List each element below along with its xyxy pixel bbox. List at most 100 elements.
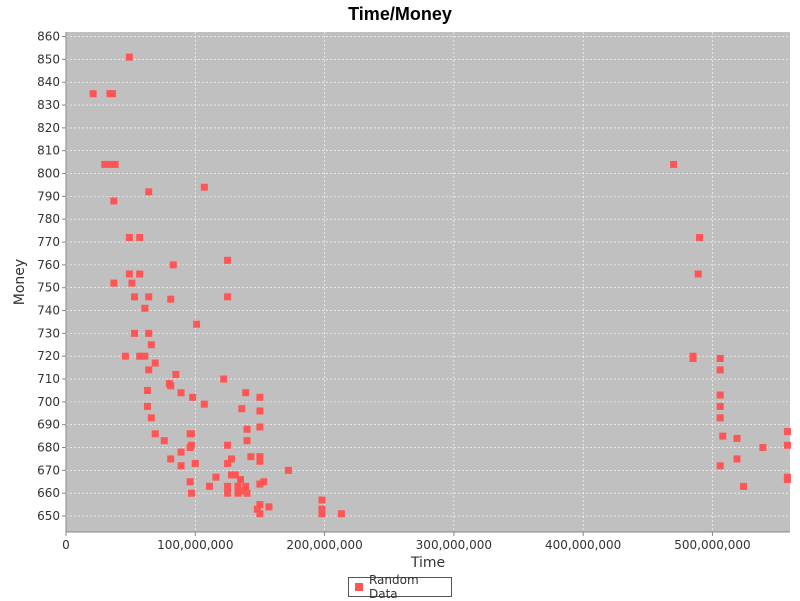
data-point [719, 432, 727, 440]
y-tick-label: 740 [37, 304, 60, 318]
data-point [318, 496, 326, 504]
data-point [125, 53, 133, 61]
data-point [284, 466, 292, 474]
data-point [227, 455, 235, 463]
data-point [256, 457, 264, 465]
data-point [237, 475, 245, 483]
x-tick-label: 0 [62, 538, 70, 552]
data-point [187, 489, 195, 497]
legend: Random Data [348, 573, 452, 601]
data-point [670, 160, 678, 168]
data-point [143, 402, 151, 410]
data-point [145, 293, 153, 301]
y-tick-label: 670 [37, 463, 60, 477]
data-point [694, 270, 702, 278]
data-point [238, 405, 246, 413]
data-point [696, 233, 703, 241]
data-point [318, 505, 326, 513]
data-point [220, 375, 228, 383]
data-point [200, 400, 208, 408]
y-tick-label: 700 [37, 395, 60, 409]
data-point [224, 482, 232, 490]
data-point [260, 478, 268, 486]
data-point [783, 428, 791, 436]
data-point [143, 386, 151, 394]
data-point [224, 441, 232, 449]
data-point [783, 475, 791, 483]
data-point [256, 423, 264, 431]
data-point [177, 448, 185, 456]
data-point [243, 437, 251, 445]
data-point [147, 414, 155, 422]
data-point [224, 489, 232, 497]
y-tick-label: 730 [37, 326, 60, 340]
x-tick-label: 200,000,000 [286, 538, 362, 552]
data-point [131, 329, 139, 337]
data-point [106, 160, 114, 168]
data-point [167, 382, 175, 390]
data-point [242, 482, 250, 490]
data-point [193, 320, 201, 328]
data-point [101, 160, 109, 168]
y-tick-label: 650 [37, 509, 60, 523]
data-point [224, 293, 232, 301]
data-point [716, 462, 724, 470]
data-point [716, 391, 724, 399]
data-point [256, 407, 264, 415]
legend-label: Random Data [368, 573, 419, 601]
data-point [231, 471, 239, 479]
data-point [177, 462, 185, 470]
data-point [151, 359, 159, 367]
y-tick-label: 800 [37, 167, 60, 181]
data-point [111, 160, 119, 168]
data-point [256, 480, 264, 488]
data-point [191, 460, 199, 468]
data-point [141, 352, 149, 360]
y-tick-label: 760 [37, 258, 60, 272]
chart-title: Time/Money [348, 4, 452, 24]
data-point [177, 389, 185, 397]
data-point [136, 352, 144, 360]
data-point [109, 90, 117, 98]
y-tick-label: 810 [37, 144, 60, 158]
y-tick-label: 780 [37, 212, 60, 226]
y-tick-label: 680 [37, 441, 60, 455]
legend-swatch-icon [355, 583, 363, 591]
data-point [733, 434, 741, 442]
data-point [247, 453, 255, 461]
plot-area [66, 32, 790, 532]
data-point [716, 354, 724, 362]
data-point [253, 505, 261, 513]
data-point [187, 430, 195, 438]
axes: 650 660 670 680 690 700 710 720 730 740 750 760 770 7… [37, 30, 790, 552]
y-tick-label: 770 [37, 235, 60, 249]
data-point [167, 295, 175, 303]
data-points [89, 53, 791, 518]
x-tick-label: 100,000,000 [157, 538, 233, 552]
data-point [110, 279, 118, 287]
data-point [239, 487, 247, 495]
data-point [256, 501, 264, 509]
y-tick-label: 660 [37, 486, 60, 500]
data-point [160, 437, 168, 445]
data-point [145, 366, 153, 374]
data-point [739, 482, 747, 490]
data-point [136, 233, 144, 241]
data-point [125, 233, 133, 241]
data-point [206, 482, 214, 490]
data-point [224, 460, 232, 468]
data-point [169, 261, 177, 269]
data-point [759, 444, 767, 452]
data-point [121, 352, 129, 360]
data-point [172, 370, 180, 378]
data-point [189, 393, 197, 401]
data-point [187, 441, 195, 449]
data-point [141, 304, 149, 312]
data-point [167, 455, 175, 463]
y-tick-label: 840 [37, 75, 60, 89]
data-point [151, 430, 159, 438]
data-point [256, 393, 264, 401]
y-tick-label: 720 [37, 349, 60, 363]
x-tick-label: 500,000,000 [674, 538, 750, 552]
y-tick-label: 820 [37, 121, 60, 135]
